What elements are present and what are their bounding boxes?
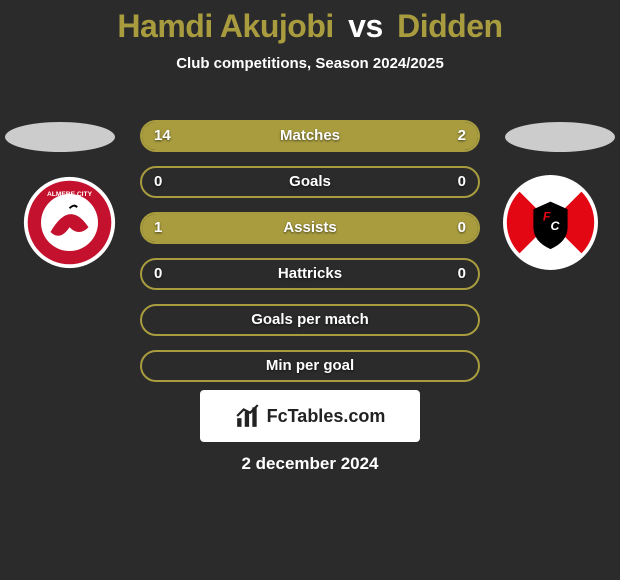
fc-utrecht-badge-icon: F C [503, 175, 598, 270]
logo-text: FcTables.com [267, 406, 386, 427]
stat-label: Goals [142, 168, 478, 196]
player2-shadow-ellipse [505, 122, 615, 152]
stat-row-hattricks: Hattricks0 0 [140, 258, 480, 290]
date-label: 2 december 2024 [0, 454, 620, 474]
stat-value-left: 14 [154, 122, 171, 150]
svg-text:C: C [551, 219, 561, 233]
stat-row-assists: Assists1 0 [140, 212, 480, 244]
stat-label: Hattricks [142, 260, 478, 288]
stat-label: Min per goal [142, 352, 478, 380]
fctables-logo: FcTables.com [200, 390, 420, 442]
stat-row-goals: Goals0 0 [140, 166, 480, 198]
stat-value-right: 0 [458, 260, 466, 288]
stat-value-right: 0 [458, 168, 466, 196]
stat-label: Matches [142, 122, 478, 150]
stat-row-min-per-goal: Min per goal [140, 350, 480, 382]
stat-value-left: 0 [154, 260, 162, 288]
club-badge-left: ALMERE CITY [22, 175, 117, 270]
stat-row-matches: Matches14 2 [140, 120, 480, 152]
stat-value-left: 0 [154, 168, 162, 196]
player1-name: Hamdi Akujobi [117, 8, 333, 44]
stat-row-goals-per-match: Goals per match [140, 304, 480, 336]
club-badge-right: F C [503, 175, 598, 270]
stat-label: Assists [142, 214, 478, 242]
stat-value-right: 0 [458, 214, 466, 242]
player1-shadow-ellipse [5, 122, 115, 152]
subtitle: Club competitions, Season 2024/2025 [0, 55, 620, 72]
stat-label: Goals per match [142, 306, 478, 334]
stat-value-left: 1 [154, 214, 162, 242]
player2-name: Didden [397, 8, 502, 44]
vs-text: vs [348, 8, 383, 44]
comparison-title: Hamdi Akujobi vs Didden [0, 0, 620, 45]
stat-value-right: 2 [458, 122, 466, 150]
chart-icon [235, 403, 261, 429]
stats-bars: Matches142Goals00Assists10Hattricks00Goa… [140, 120, 480, 396]
svg-text:ALMERE CITY: ALMERE CITY [47, 191, 93, 198]
almere-city-badge-icon: ALMERE CITY [22, 175, 117, 270]
